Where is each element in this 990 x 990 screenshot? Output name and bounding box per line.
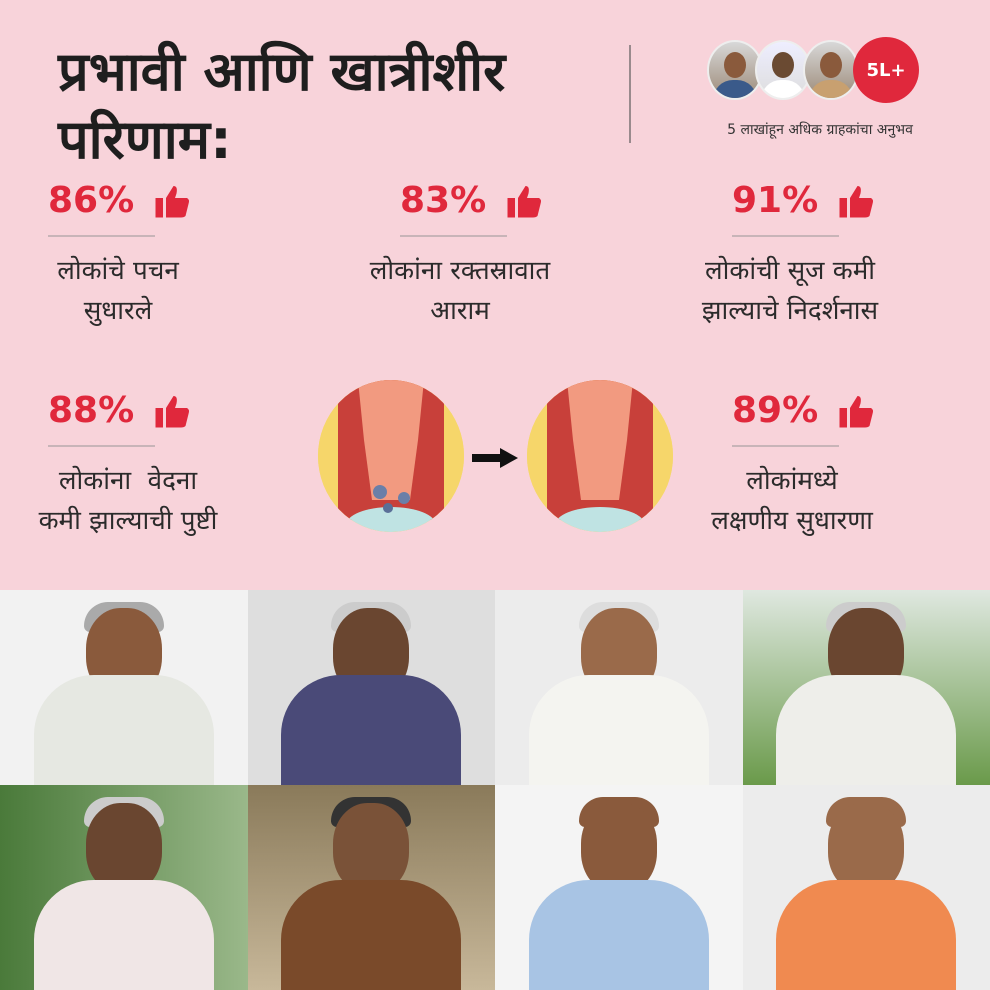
before-illustration: [318, 380, 464, 532]
separator: [732, 445, 839, 447]
stat-percent: 83%: [400, 180, 487, 221]
customer-photo: [0, 785, 248, 990]
stat-label: लक्षणीय सुधारणा: [711, 506, 873, 536]
customer-photo: [742, 785, 990, 990]
customer-photo: [247, 590, 495, 785]
customer-photo-grid: [0, 590, 990, 990]
thumbs-up-icon: [507, 185, 542, 217]
separator: [48, 235, 155, 237]
customer-count-badge: 5L+: [853, 37, 919, 103]
stat-label: लोकांना वेदना: [58, 466, 198, 496]
customer-photo: [0, 590, 248, 785]
stat-percent: 91%: [732, 180, 819, 221]
stat-percent: 86%: [48, 180, 135, 221]
stat-label: झाल्याचे निदर्शनास: [701, 296, 879, 326]
stat-percent: 88%: [48, 390, 135, 431]
stat-label: आराम: [430, 296, 490, 326]
thumbs-up-icon: [155, 395, 190, 427]
customer-caption: 5 लाखांहून अधिक ग्राहकांचा अनुभव: [727, 122, 913, 138]
stat-improvement: 89% लोकांमध्ये लक्षणीय सुधारणा: [711, 390, 972, 541]
stat-swelling: 91% लोकांची सूज कमी झाल्याचे निदर्शनास: [702, 180, 972, 331]
stat-label: लोकांना रक्तस्रावात: [369, 256, 551, 286]
customer-photo: [742, 590, 990, 785]
divider: [629, 45, 631, 143]
stat-label: लोकांची सूज कमी: [705, 256, 875, 286]
thumbs-up-icon: [155, 185, 190, 217]
thumbs-up-icon: [839, 395, 874, 427]
customer-photo: [247, 785, 495, 990]
stat-label: कमी झाल्याची पुष्टी: [38, 506, 218, 536]
avatar: [803, 40, 859, 100]
separator: [400, 235, 507, 237]
stat-bleeding: 83% लोकांना रक्तस्रावात आराम: [370, 180, 640, 331]
arrow-right-icon: [472, 448, 518, 468]
stat-digestion: 86% लोकांचे पचन सुधारले: [48, 180, 288, 331]
separator: [732, 235, 839, 237]
avatar: [707, 40, 763, 100]
stat-percent: 89%: [732, 390, 819, 431]
stat-label: लोकांमध्ये: [746, 466, 838, 496]
stat-label: सुधारले: [83, 296, 153, 326]
after-illustration: [527, 380, 673, 532]
customer-avatars: 5L+: [707, 37, 919, 103]
customer-photo: [495, 590, 743, 785]
stat-label: लोकांचे पचन: [57, 256, 179, 286]
separator: [48, 445, 155, 447]
customer-photo: [495, 785, 743, 990]
thumbs-up-icon: [839, 185, 874, 217]
page-title: प्रभावी आणि खात्रीशीर परिणाम:: [58, 40, 506, 171]
stat-pain: 88% लोकांना वेदना कमी झाल्याची पुष्टी: [39, 390, 288, 541]
